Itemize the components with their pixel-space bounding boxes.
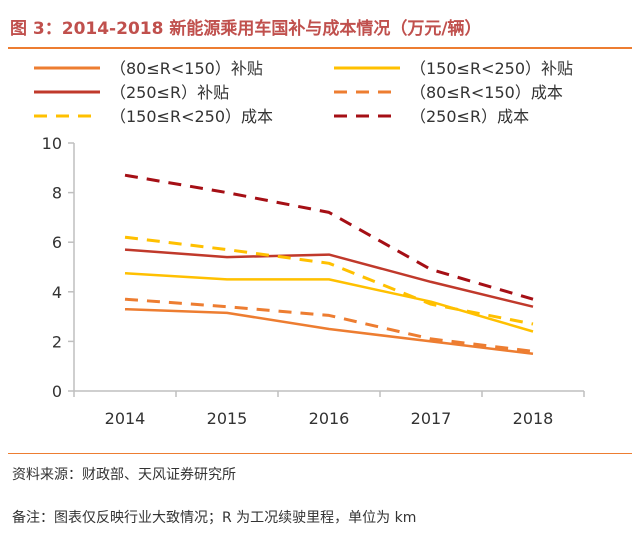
legend-label-5: （250≤R）成本 (410, 107, 529, 126)
x-tick-label-2: 2016 (309, 409, 350, 428)
series-line-2 (124, 248, 534, 308)
x-tick-label-1: 2015 (207, 409, 248, 428)
legend: （80≤R<150）补贴 （150≤R<250）补贴 （250≤R）补贴 （80≤R<… (34, 59, 573, 126)
x-tick-label-3: 2017 (411, 409, 452, 428)
series-line-0 (124, 307, 534, 356)
y-tick-label-5: 10 (42, 134, 62, 153)
legend-label-4: （150≤R<250）成本 (110, 107, 273, 126)
series-line-3 (124, 297, 534, 353)
y-tick-label-2: 4 (52, 283, 62, 302)
legend-label-2: （250≤R）补贴 (110, 83, 229, 102)
y-tick-label-1: 2 (52, 332, 62, 351)
chart-axes: 0 2 4 6 8 10 2014 2015 2016 2017 2018 (42, 134, 585, 428)
remark-note: 备注：图表仅反映行业大致情况；R 为工况续驶里程，单位为 km (12, 510, 417, 526)
source-note: 资料来源：财政部、天风证券研究所 (12, 467, 236, 483)
bottom-divider (8, 453, 632, 454)
x-tick-label-4: 2018 (513, 409, 554, 428)
series-line-4 (124, 235, 534, 326)
legend-label-0: （80≤R<150）补贴 (110, 59, 263, 78)
series-line-1 (124, 271, 534, 333)
title-divider (8, 47, 632, 49)
y-tick-label-4: 8 (52, 184, 62, 203)
series-line-5 (124, 173, 534, 301)
legend-label-3: （80≤R<150）成本 (410, 83, 563, 102)
x-tick-label-0: 2014 (105, 409, 146, 428)
line-chart: （80≤R<150）补贴 （150≤R<250）补贴 （250≤R）补贴 （80≤R<… (34, 59, 585, 428)
y-tick-label-0: 0 (52, 382, 62, 401)
plot-area (124, 173, 534, 356)
figure-title: 图 3：2014-2018 新能源乘用车国补与成本情况（万元/辆） (10, 19, 482, 39)
legend-label-1: （150≤R<250）补贴 (410, 59, 573, 78)
y-tick-label-3: 6 (52, 233, 62, 252)
